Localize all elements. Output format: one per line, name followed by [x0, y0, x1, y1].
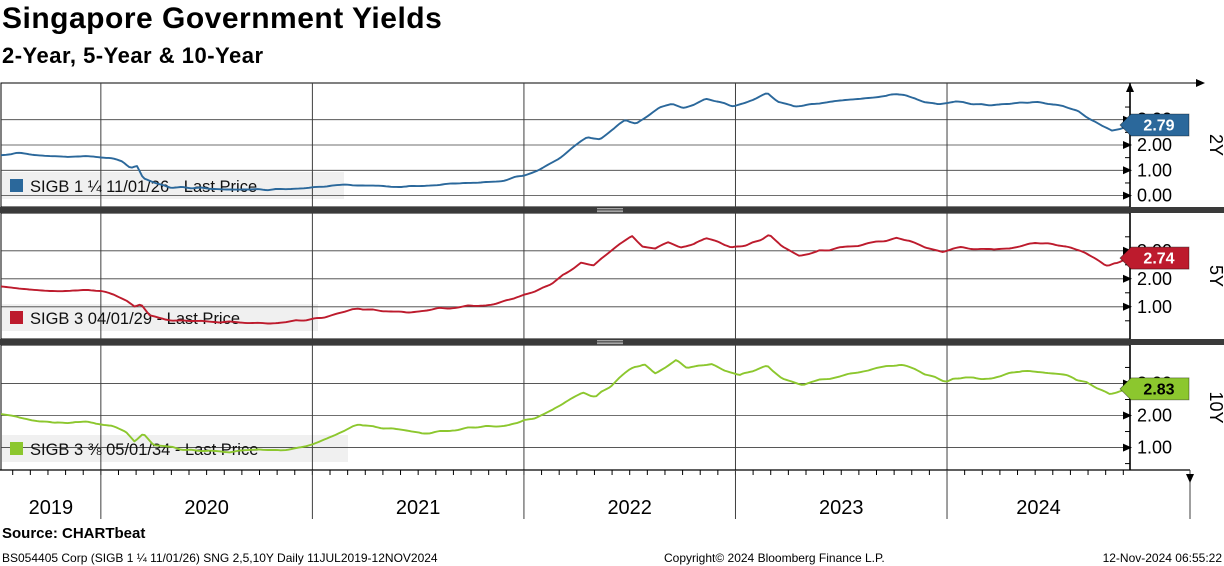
last-price-box-10y [1119, 377, 1190, 401]
x-tick-label: 2022 [607, 497, 652, 519]
last-price-value: 2.83 [1143, 381, 1174, 398]
timestamp: 12-Nov-2024 06:55:22 [1102, 551, 1222, 565]
legend-label[interactable]: SIGB 1 ¼ 11/01/26 - Last Price [30, 178, 257, 196]
panel-divider [0, 207, 1224, 213]
x-axis: 2019 2020 2021 2022 2023 2024 [0, 469, 1194, 519]
last-price-box-2y [1119, 113, 1190, 137]
y-tick-label: 1.00 [1137, 297, 1172, 317]
panel-2y: SIGB 1 ¼ 11/01/26 - Last Price 0.00 1.00 2.… [0, 79, 1224, 208]
page-subtitle: 2-Year, 5-Year & 10-Year [2, 43, 264, 68]
axis-right-arrow [1196, 79, 1205, 87]
panel-5y: SIGB 3 04/01/29 - Last Price1.002.003.00… [0, 212, 1224, 340]
legend-label[interactable]: SIGB 3 ⅜ 05/01/34 - Last Price [30, 441, 258, 459]
y-tick-label: 1.00 [1137, 438, 1172, 458]
x-tick-label: 2023 [819, 497, 864, 519]
legend-swatch [10, 311, 23, 324]
x-tick-label: 2024 [1016, 497, 1061, 519]
y-tick-label: 2.00 [1137, 135, 1172, 155]
axis-down-arrow [1186, 474, 1194, 483]
axis-up-arrow [1126, 83, 1134, 92]
panel-axis-label: 10Y [1206, 391, 1224, 423]
panel-axis-label: 2Y [1206, 134, 1224, 156]
y-tick-label: 0.00 [1137, 186, 1172, 206]
page-title: Singapore Government Yields [2, 2, 443, 35]
series-line-2y[interactable] [1, 92, 1130, 192]
source-label: Source: CHARTbeat [2, 525, 146, 542]
tick-arrow [1123, 166, 1132, 175]
y-tick-label: 1.00 [1137, 160, 1172, 180]
y-tick-label: 2.00 [1137, 406, 1172, 426]
tick-arrow [1123, 443, 1132, 452]
legend-swatch [10, 442, 23, 455]
x-tick-label: 2021 [396, 497, 441, 519]
copyright-text: Copyright© 2024 Bloomberg Finance L.P. [664, 551, 885, 565]
series-line-10y[interactable] [1, 359, 1130, 454]
legend-background [2, 172, 344, 199]
x-tick-label: 2020 [184, 497, 229, 519]
tick-arrow [1123, 191, 1132, 200]
y-tick-label: 2.00 [1137, 269, 1172, 289]
last-price-box-5y [1119, 246, 1190, 270]
panel-axis-label: 5Y [1206, 265, 1224, 287]
last-price-value: 2.74 [1143, 251, 1174, 268]
panel-divider [0, 339, 1224, 345]
x-tick-label: 2019 [29, 497, 74, 519]
tick-arrow [1123, 141, 1132, 149]
terminal-info-line: BS054405 Corp (SIGB 1 ¼ 11/01/26) SNG 2,… [2, 551, 438, 565]
legend-swatch [10, 179, 23, 192]
last-price-value: 2.79 [1143, 118, 1174, 135]
legend-label[interactable]: SIGB 3 04/01/29 - Last Price [30, 310, 240, 328]
tick-arrow [1123, 302, 1132, 311]
series-line-5y[interactable] [1, 234, 1130, 325]
panel-10y: SIGB 3 ⅜ 05/01/34 - Last Price1.002.003.… [0, 344, 1224, 471]
tick-arrow [1123, 274, 1132, 283]
tick-arrow [1123, 411, 1132, 420]
